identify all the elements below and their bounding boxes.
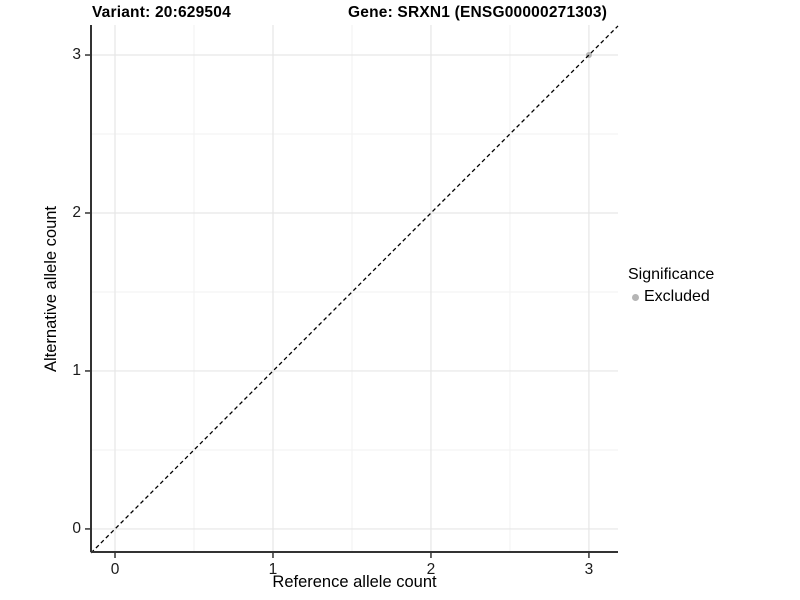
x-axis-label: Reference allele count	[272, 573, 437, 591]
plot-title-gene: Gene: SRXN1 (ENSG00000271303)	[348, 4, 608, 21]
legend-key	[626, 288, 644, 306]
identity-dashed-line	[90, 25, 619, 554]
y-tick-label: 1	[72, 361, 81, 379]
x-tick-label: 1	[268, 561, 278, 578]
legend-title: Significance	[628, 266, 715, 283]
x-tick-label: 2	[426, 561, 436, 578]
excluded-point-icon	[631, 293, 639, 301]
x-tick-label: 0	[110, 561, 120, 578]
legend-item-excluded: Excluded	[628, 286, 714, 308]
legend-item-label: Excluded	[644, 288, 710, 305]
y-tick-label: 0	[72, 519, 81, 537]
plot-title-variant: Variant: 20:629504	[92, 4, 231, 21]
chart-svg	[85, 25, 619, 558]
legend: Significance Excluded	[628, 264, 714, 308]
y-tick-label: 3	[72, 46, 81, 63]
x-tick-label: 3	[584, 561, 594, 578]
plot-panel	[85, 25, 619, 558]
y-tick-label: 2	[72, 203, 81, 221]
y-axis-label: Alternative allele count	[42, 205, 60, 372]
